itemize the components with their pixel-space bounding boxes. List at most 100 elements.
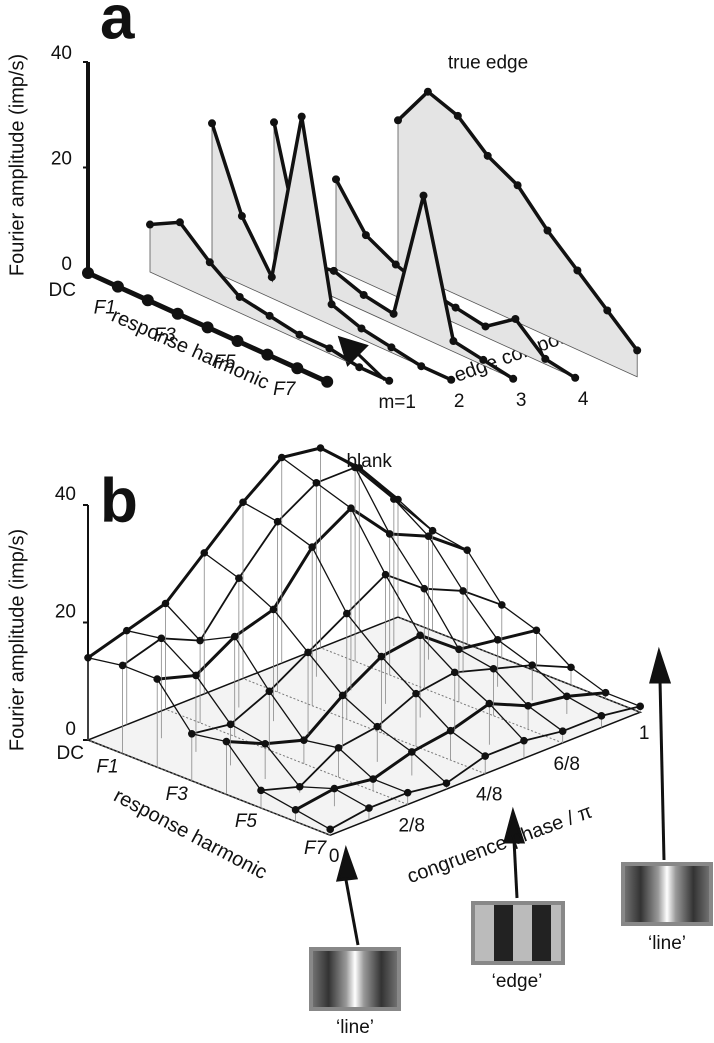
x-tick-label: 4/8 (476, 785, 502, 806)
data-point (359, 290, 368, 299)
data-point (419, 191, 428, 200)
data-point (205, 258, 214, 267)
y-tick-label: 20 (51, 149, 72, 170)
data-point (111, 280, 124, 293)
stimulus-images (309, 335, 713, 1011)
data-point (451, 303, 460, 312)
data-point (479, 355, 488, 364)
x-tick-label: F5 (213, 352, 236, 373)
data-point (295, 330, 304, 339)
data-point (417, 362, 426, 371)
panel-label: a (100, 0, 135, 52)
data-point (297, 112, 306, 121)
y-tick-label: 20 (55, 602, 76, 623)
data-point (321, 375, 334, 388)
data-point (385, 376, 394, 385)
data-point (329, 266, 338, 275)
x-tick-label: 1 (639, 723, 650, 744)
data-point (355, 363, 364, 372)
series-label: 4 (578, 389, 589, 410)
series-label: 2 (454, 391, 465, 412)
x-tick-label: 0 (329, 846, 340, 867)
data-point (332, 175, 340, 184)
data-point (171, 307, 184, 320)
data-point (291, 362, 304, 375)
harmonic-line (320, 447, 564, 732)
harmonic-label: F3 (166, 784, 189, 805)
data-point (237, 212, 246, 221)
data-point (389, 309, 398, 318)
harmonic-line (242, 501, 486, 757)
data-point (265, 311, 274, 320)
data-point (541, 354, 550, 363)
harmonic-label: F5 (235, 811, 258, 832)
data-point (513, 181, 522, 190)
data-point (543, 226, 552, 235)
data-point (146, 220, 154, 229)
data-point (201, 321, 214, 334)
data-point (423, 87, 432, 96)
x-tick-label: 6/8 (553, 754, 579, 775)
harmonic-line (165, 603, 408, 794)
harmonic-line (87, 657, 331, 830)
harmonic-label: F1 (96, 757, 118, 778)
data-point (141, 294, 154, 307)
data-point (449, 337, 458, 346)
data-point (394, 116, 402, 125)
grid-line (165, 708, 408, 805)
x-tick-label: F7 (273, 379, 297, 400)
data-point (603, 306, 612, 315)
harmonic-line (358, 467, 602, 717)
grid-line (242, 678, 486, 775)
data-point (208, 119, 216, 128)
y-tick-label: 0 (65, 719, 76, 740)
data-point (361, 231, 370, 240)
data-point (235, 292, 244, 301)
data-point (633, 346, 642, 355)
panel-label: b (100, 466, 138, 535)
stimulus-label: ‘line’ (648, 933, 686, 954)
data-point (511, 314, 520, 323)
data-point (509, 374, 518, 383)
data-point (481, 322, 490, 331)
stimulus-label: ‘line’ (336, 1017, 374, 1038)
y-tick-label: 40 (51, 43, 72, 64)
grid-line (320, 647, 563, 744)
grid-line (87, 739, 331, 836)
y-axis-title: Fourier amplitude (imp/s) (6, 54, 28, 276)
data-point (327, 300, 336, 309)
data-point (270, 118, 278, 127)
x-tick-label: F1 (94, 298, 116, 319)
harmonic-label: DC (57, 743, 84, 764)
harmonic-label: F7 (304, 838, 328, 859)
data-point (231, 335, 244, 347)
data-point (483, 151, 492, 160)
data-point (391, 260, 400, 269)
data-point (447, 375, 456, 384)
stimulus-label: ‘edge’ (492, 971, 543, 992)
x-tick-label: 2/8 (398, 815, 424, 836)
x-tick-label: DC (49, 280, 76, 301)
data-point (267, 273, 276, 282)
y-tick-label: 0 (61, 254, 72, 275)
data-point (571, 373, 580, 382)
data-point (573, 266, 582, 275)
series-label: 3 (516, 390, 527, 411)
data-point (175, 218, 184, 227)
harmonic-line (281, 456, 525, 742)
series-label: true edge (448, 53, 528, 74)
data-point (387, 343, 396, 352)
series-label: m=1 (378, 392, 416, 413)
data-point (453, 111, 462, 120)
depth-axis-title: congruence phase / π (404, 801, 595, 888)
data-point (357, 324, 366, 333)
harmonic-line (397, 499, 641, 707)
grid-line (397, 616, 641, 713)
harmonic-line (203, 552, 447, 784)
data-point (82, 267, 94, 279)
harmonic-line (126, 629, 370, 809)
y-axis-title: Fourier amplitude (imp/s) (6, 529, 28, 751)
data-point (325, 344, 334, 353)
